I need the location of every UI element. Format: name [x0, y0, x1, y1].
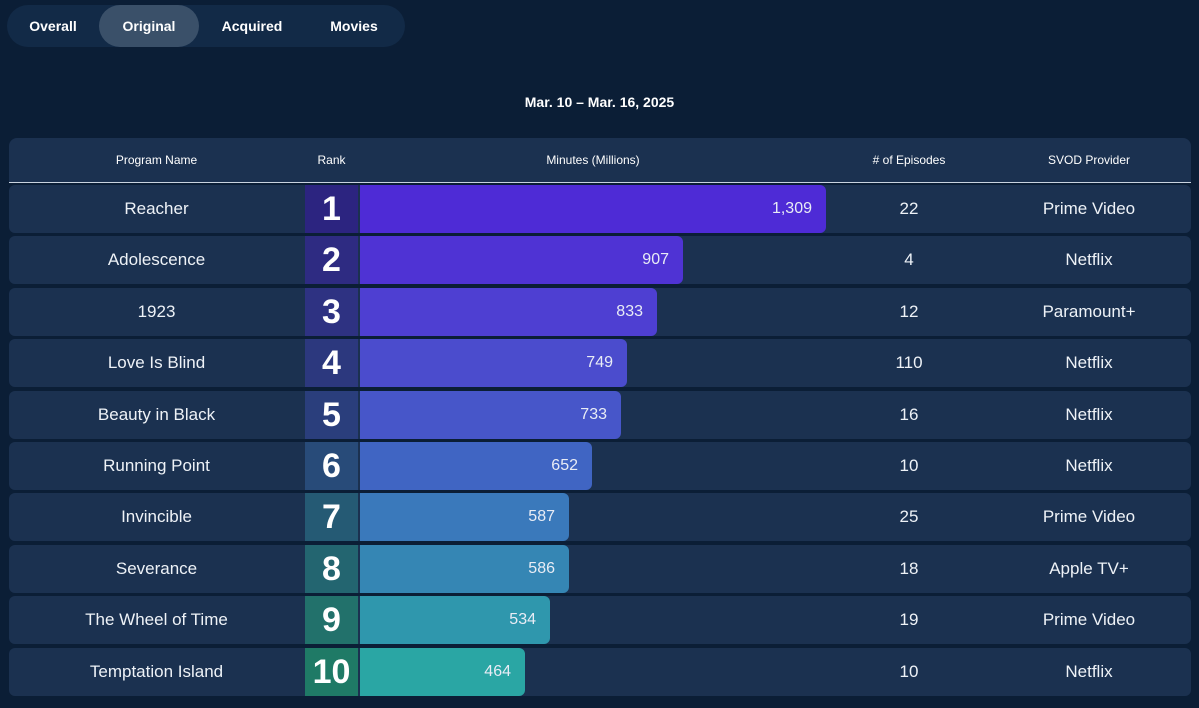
- rank-badge: 8: [305, 545, 358, 593]
- rank-badge: 1: [305, 185, 358, 233]
- minutes-bar: [360, 596, 550, 644]
- ranking-table: Program Name Rank Minutes (Millions) # o…: [9, 138, 1191, 703]
- episode-count: 110: [895, 353, 923, 372]
- minutes-value-label: 907: [642, 251, 669, 268]
- minutes-bar: [360, 288, 657, 336]
- rank-badge: 6: [305, 442, 358, 490]
- table-row: Running Point 6 652 10 Netflix: [9, 442, 1191, 490]
- minutes-bar: [360, 339, 627, 387]
- episode-count: 12: [899, 302, 919, 321]
- program-name: Temptation Island: [89, 662, 224, 681]
- program-name: Running Point: [103, 456, 210, 475]
- table-row: Severance 8 586 18 Apple TV+: [9, 545, 1191, 593]
- view-tabs: Overall Original Acquired Movies: [7, 5, 405, 47]
- minutes-bar: [360, 391, 621, 439]
- minutes-value-label: 534: [509, 611, 536, 628]
- program-name: Love Is Blind: [107, 353, 206, 372]
- svod-provider: Apple TV+: [1049, 559, 1129, 578]
- svod-provider: Netflix: [1065, 250, 1113, 269]
- program-name: Reacher: [124, 199, 189, 218]
- svod-provider: Prime Video: [1042, 199, 1136, 218]
- episode-count: 25: [899, 507, 919, 526]
- program-name: 1923: [137, 302, 176, 321]
- minutes-value-label: 587: [528, 508, 555, 525]
- rank-badge: 5: [305, 391, 358, 439]
- table-row: Temptation Island 10 464 10 Netflix: [9, 648, 1191, 696]
- minutes-value-label: 1,309: [771, 200, 812, 217]
- table-header: Program Name Rank Minutes (Millions) # o…: [9, 138, 1191, 183]
- tab-overall[interactable]: Overall: [29, 18, 77, 34]
- rank-badge: 2: [305, 236, 358, 284]
- program-name: Severance: [115, 559, 198, 578]
- episode-count: 10: [899, 456, 919, 475]
- table-row: The Wheel of Time 9 534 19 Prime Video: [9, 596, 1191, 644]
- program-name: Invincible: [121, 507, 192, 526]
- episode-count: 4: [904, 250, 914, 269]
- table-row: Reacher 1 1,309 22 Prime Video: [9, 185, 1191, 233]
- svod-provider: Prime Video: [1042, 507, 1136, 526]
- minutes-bar: [360, 493, 569, 541]
- episode-count: 22: [899, 199, 919, 218]
- svod-provider: Netflix: [1065, 662, 1113, 681]
- episode-count: 10: [899, 662, 919, 681]
- minutes-value-label: 749: [586, 354, 613, 371]
- minutes-bar: [360, 185, 826, 233]
- minutes-bar: [360, 442, 592, 490]
- svod-provider: Paramount+: [1042, 302, 1136, 321]
- table-row: Beauty in Black 5 733 16 Netflix: [9, 391, 1191, 439]
- svod-provider: Netflix: [1065, 405, 1113, 424]
- svod-provider: Netflix: [1065, 353, 1113, 372]
- minutes-value-label: 833: [616, 303, 643, 320]
- header-minutes: Minutes (Millions): [546, 153, 640, 167]
- minutes-value-label: 652: [551, 457, 578, 474]
- minutes-value-label: 733: [580, 406, 607, 423]
- svod-provider: Prime Video: [1042, 610, 1136, 629]
- minutes-value-label: 586: [528, 560, 555, 577]
- table-row: Invincible 7 587 25 Prime Video: [9, 493, 1191, 541]
- date-range: Mar. 10 – Mar. 16, 2025: [524, 94, 675, 110]
- minutes-bar: [360, 648, 525, 696]
- header-episodes: # of Episodes: [872, 153, 946, 167]
- program-name: Adolescence: [107, 250, 206, 269]
- tab-acquired[interactable]: Acquired: [221, 18, 283, 34]
- rank-badge: 3: [305, 288, 358, 336]
- rank-badge: 4: [305, 339, 358, 387]
- table-row: Love Is Blind 4 749 110 Netflix: [9, 339, 1191, 387]
- rank-badge: 7: [305, 493, 358, 541]
- tab-original[interactable]: Original: [99, 5, 199, 47]
- episode-count: 19: [899, 610, 919, 629]
- minutes-bar: [360, 236, 683, 284]
- rank-badge: 10: [305, 648, 358, 696]
- tab-movies[interactable]: Movies: [330, 18, 378, 34]
- table-row: Adolescence 2 907 4 Netflix: [9, 236, 1191, 284]
- header-program-name: Program Name: [115, 153, 198, 167]
- rank-badge: 9: [305, 596, 358, 644]
- header-provider: SVOD Provider: [1047, 153, 1131, 167]
- minutes-bar: [360, 545, 569, 593]
- minutes-value-label: 464: [484, 663, 511, 680]
- svod-provider: Netflix: [1065, 456, 1113, 475]
- program-name: The Wheel of Time: [85, 610, 228, 629]
- header-rank: Rank: [317, 153, 346, 167]
- program-name: Beauty in Black: [97, 405, 216, 424]
- episode-count: 18: [899, 559, 919, 578]
- table-row: 1923 3 833 12 Paramount+: [9, 288, 1191, 336]
- episode-count: 16: [899, 405, 919, 424]
